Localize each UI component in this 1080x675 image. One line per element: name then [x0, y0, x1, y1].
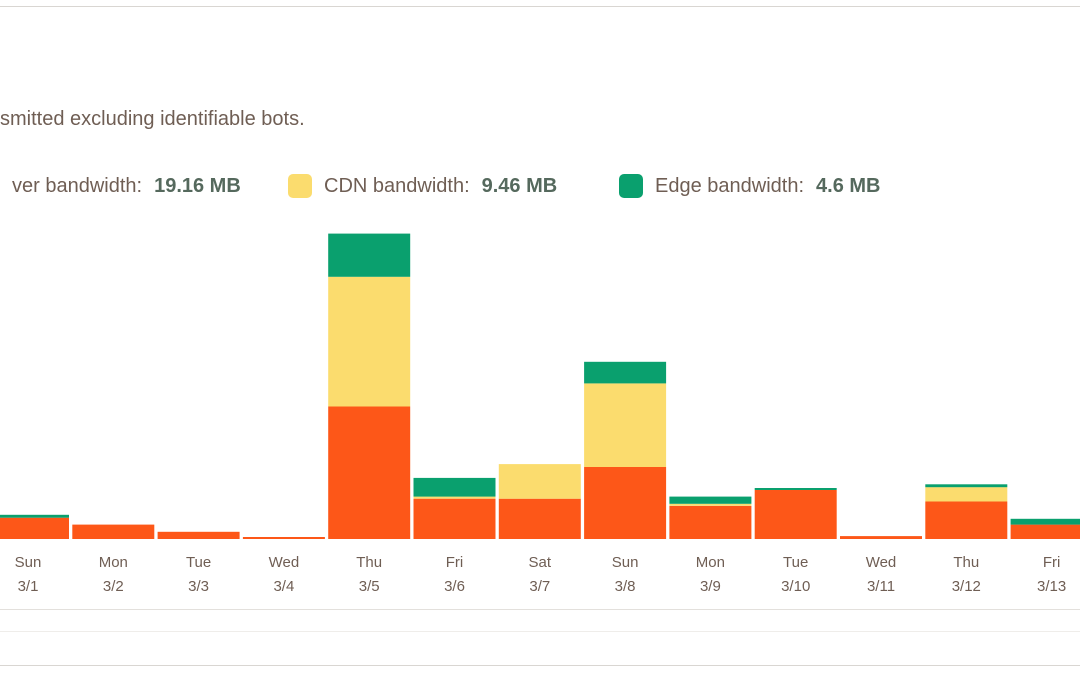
bar-cdn-3-9[interactable]: [669, 503, 752, 506]
legend-label-cdn: CDN bandwidth:: [324, 174, 470, 197]
x-tick-date: 3/13: [1037, 578, 1066, 595]
x-tick-day: Mon: [99, 554, 128, 571]
x-tick-date: 3/1: [18, 578, 39, 595]
x-tick-date: 3/5: [359, 578, 380, 595]
bar-server-3-12[interactable]: [925, 501, 1008, 540]
x-tick-day: Thu: [953, 554, 979, 571]
x-tick-day: Tue: [186, 554, 211, 571]
legend-label-edge: Edge bandwidth:: [655, 174, 805, 197]
x-tick-day: Thu: [356, 554, 382, 571]
x-tick-date: 3/8: [615, 578, 636, 595]
x-tick-date: 3/4: [273, 578, 294, 595]
x-tick-date: 3/3: [188, 578, 209, 595]
bar-edge-3-6[interactable]: [413, 477, 496, 497]
x-tick-date: 3/12: [952, 578, 981, 595]
bar-edge-3-8[interactable]: [584, 361, 667, 384]
bar-cdn-3-12[interactable]: [925, 487, 1008, 502]
x-tick-date: 3/6: [444, 578, 465, 595]
panel-bottom-border: [0, 665, 1080, 666]
bar-cdn-3-6[interactable]: [413, 496, 496, 499]
bar-server-3-7[interactable]: [498, 498, 581, 539]
x-tick-date: 3/7: [529, 578, 550, 595]
chart-bottom-divider: [0, 609, 1080, 610]
bar-cdn-3-7[interactable]: [498, 464, 581, 499]
bar-server-3-9[interactable]: [669, 505, 752, 539]
cdn-swatch-icon: [288, 174, 312, 198]
legend-value-server: 19.16 MB: [154, 174, 241, 197]
bar-cdn-3-5[interactable]: [328, 276, 411, 407]
bar-server-3-10[interactable]: [754, 490, 837, 539]
x-tick-day: Tue: [783, 554, 808, 571]
bar-server-3-8[interactable]: [584, 467, 667, 539]
legend-value-cdn: 9.46 MB: [481, 174, 558, 197]
x-tick-day: Fri: [446, 554, 464, 571]
bar-server-3-1[interactable]: [0, 517, 69, 539]
x-tick-date: 3/9: [700, 578, 721, 595]
bar-cdn-3-8[interactable]: [584, 383, 667, 467]
bar-edge-3-13[interactable]: [1010, 518, 1080, 525]
legend-item-cdn[interactable]: CDN bandwidth: 9.46 MB: [288, 173, 557, 199]
bar-edge-3-5[interactable]: [328, 233, 411, 277]
x-tick-day: Fri: [1043, 554, 1061, 571]
bar-server-3-4[interactable]: [242, 537, 325, 539]
legend-item-edge[interactable]: Edge bandwidth: 4.6 MB: [619, 173, 880, 199]
bar-edge-3-10[interactable]: [754, 488, 837, 490]
x-tick-day: Mon: [696, 554, 725, 571]
bar-server-3-13[interactable]: [1010, 524, 1080, 539]
legend-label-server: ver bandwidth:: [12, 174, 143, 197]
bar-server-3-5[interactable]: [328, 406, 411, 540]
bar-server-3-2[interactable]: [72, 524, 155, 539]
x-tick-date: 3/10: [781, 578, 810, 595]
x-tick-date: 3/11: [867, 578, 895, 595]
footer-divider: [0, 631, 1080, 632]
legend-value-edge: 4.6 MB: [816, 174, 881, 197]
x-tick-day: Sun: [15, 554, 42, 571]
legend-item-server[interactable]: ver bandwidth: 19.16 MB: [0, 173, 241, 199]
x-tick-day: Wed: [866, 554, 897, 571]
bar-server-3-11[interactable]: [840, 536, 922, 539]
x-tick-day: Wed: [269, 554, 300, 571]
edge-swatch-icon: [619, 174, 643, 198]
bar-edge-3-9[interactable]: [669, 496, 752, 504]
bar-server-3-6[interactable]: [413, 498, 496, 539]
x-tick-date: 3/2: [103, 578, 124, 595]
top-divider: [0, 6, 1080, 7]
chart-description: smitted excluding identifiable bots.: [0, 108, 305, 130]
x-tick-day: Sat: [529, 554, 552, 571]
bar-edge-3-12[interactable]: [925, 484, 1008, 488]
bar-server-3-3[interactable]: [157, 531, 240, 539]
x-tick-day: Sun: [612, 554, 639, 571]
bar-edge-3-1[interactable]: [0, 514, 69, 518]
